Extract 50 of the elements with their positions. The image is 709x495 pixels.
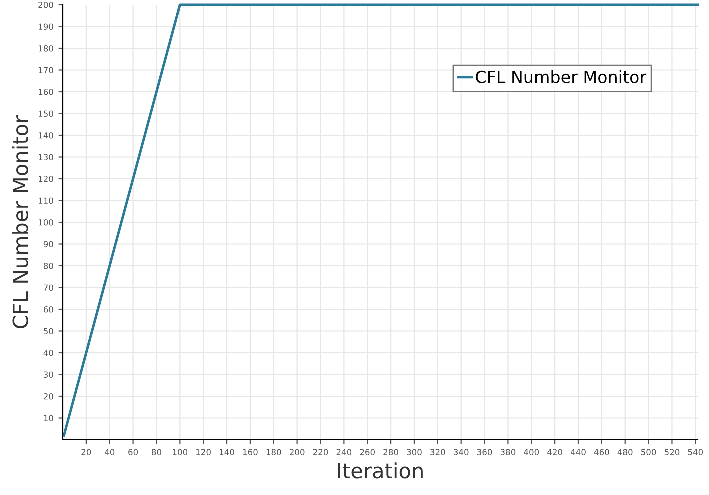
x-tick-label: 400 [524, 449, 540, 456]
y-tick-label: 60 [44, 306, 54, 313]
y-tick-label: 160 [38, 88, 54, 96]
y-tick-label: 20 [44, 393, 54, 400]
x-tick-label: 540 [688, 449, 704, 456]
y-tick-label: 130 [38, 154, 54, 161]
x-tick-label: 300 [407, 449, 422, 456]
x-tick-label: 20 [82, 449, 92, 456]
y-tick-label: 10 [44, 415, 54, 422]
x-tick-label: 140 [220, 449, 234, 456]
x-tick-label: 280 [384, 449, 398, 456]
y-tick-label: 170 [38, 67, 54, 74]
y-tick-label: 200 [38, 2, 54, 8]
y-axis-title: CFL Number Monitor [12, 115, 28, 328]
x-axis-title: Iteration [338, 462, 423, 479]
x-tick-label: 360 [477, 449, 492, 456]
x-tick-label: 340 [454, 449, 469, 456]
y-tick-label: 70 [44, 284, 54, 292]
y-tick-label: 30 [44, 372, 54, 378]
x-tick-label: 60 [128, 449, 138, 456]
x-tick-label: 380 [500, 449, 516, 456]
x-tick-label: 500 [641, 449, 656, 456]
x-tick-label: 200 [290, 449, 305, 456]
x-tick-label: 460 [594, 449, 610, 456]
x-tick-label: 420 [548, 449, 562, 456]
x-tick-label: 320 [430, 449, 446, 456]
x-tick-label: 160 [243, 449, 258, 456]
x-tick-label: 220 [313, 449, 328, 456]
y-tick-label: 110 [38, 198, 54, 204]
y-tick-label: 140 [38, 132, 54, 139]
y-tick-label: 120 [38, 176, 54, 182]
x-tick-label: 260 [360, 449, 376, 456]
x-tick-label: 480 [618, 449, 633, 456]
x-tick-label: 40 [104, 449, 115, 456]
x-tick-label: 80 [152, 449, 162, 456]
y-tick-label: 100 [38, 219, 54, 226]
x-tick-label: 240 [336, 449, 352, 456]
y-tick-label: 190 [38, 24, 54, 30]
y-tick-label: 180 [38, 45, 54, 52]
legend-label: CFL Number Monitor [476, 70, 647, 84]
y-tick-label: 90 [44, 241, 54, 248]
x-tick-label: 120 [196, 449, 211, 456]
y-tick-label: 50 [44, 328, 54, 335]
y-tick-label: 80 [44, 262, 54, 270]
x-tick-label: 440 [570, 449, 586, 456]
x-tick-label: 100 [173, 449, 188, 456]
y-tick-label: 150 [38, 110, 54, 118]
x-tick-label: 180 [266, 449, 282, 456]
x-tick-label: 520 [664, 449, 680, 456]
y-tick-label: 40 [44, 350, 54, 356]
